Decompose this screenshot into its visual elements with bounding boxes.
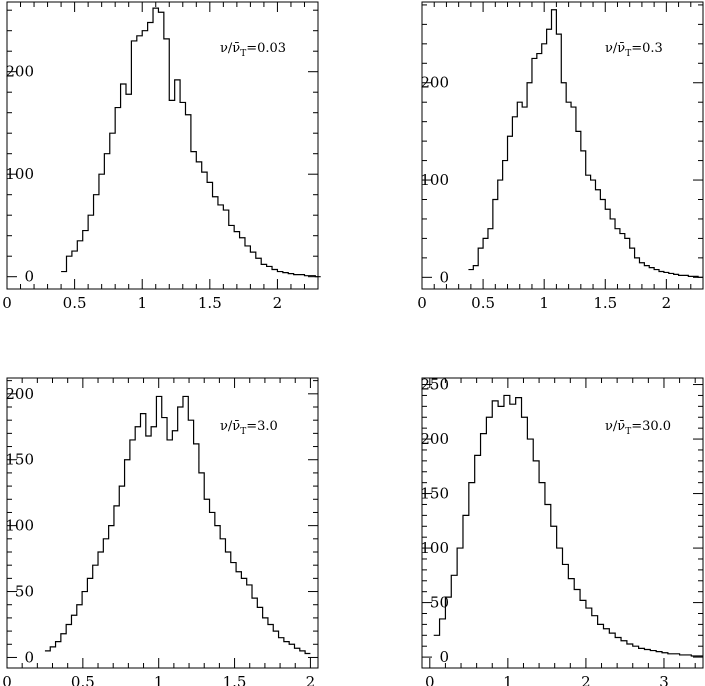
panel-4: 0 1 2 3 0 50 100 150 200 250 ν/ν̄T=30.0 xyxy=(420,376,704,686)
y-tick-label: 0 xyxy=(439,648,449,666)
y-tick-label: 50 xyxy=(15,583,34,601)
y-tick-label: 0 xyxy=(439,268,449,286)
x-tick-label: 1 xyxy=(539,294,549,312)
y-tick-label: 0 xyxy=(24,268,34,286)
x-tick-label: 0.5 xyxy=(471,294,495,312)
plot-frame xyxy=(6,1,319,290)
y-tick-label: 100 xyxy=(420,171,449,189)
x-tick-label: 1 xyxy=(154,673,164,686)
histogram-series xyxy=(468,9,703,278)
panel-annotation: ν/ν̄T=3.0 xyxy=(220,419,278,437)
y-tick-label: 0 xyxy=(24,648,34,666)
x-tick-label: 3 xyxy=(659,673,669,686)
x-tick-label: 0 xyxy=(2,294,12,312)
x-tick-label: 0 xyxy=(425,673,435,686)
panel-3: 0 0.5 1 1.5 2 0 50 100 150 200 ν/ν̄T=3.0 xyxy=(2,377,319,686)
panel-2: 0 0.5 1 1.5 2 0 100 200 ν/ν̄T=0.3 xyxy=(417,1,704,312)
x-tick-label: 1 xyxy=(137,294,147,312)
y-tick-label: 200 xyxy=(5,63,34,81)
x-tick-label: 1.5 xyxy=(198,294,222,312)
x-tick-label: 1 xyxy=(503,673,513,686)
panel-annotation: ν/ν̄T=30.0 xyxy=(605,419,671,437)
plot-frame xyxy=(421,1,704,290)
panel-annotation: ν/ν̄T=0.3 xyxy=(605,41,663,59)
y-tick-label: 150 xyxy=(5,451,34,469)
y-tick-label: 200 xyxy=(420,430,449,448)
histogram-series xyxy=(44,395,311,655)
y-tick-label: 200 xyxy=(5,385,34,403)
x-tick-label: 2 xyxy=(306,673,316,686)
y-tick-label: 100 xyxy=(5,165,34,183)
y-tick-label: 100 xyxy=(420,539,449,557)
y-tick-label: 200 xyxy=(420,74,449,92)
plot-frame xyxy=(421,377,704,669)
panel-annotation: ν/ν̄T=0.03 xyxy=(220,41,286,59)
y-tick-label: 250 xyxy=(420,376,449,394)
x-tick-label: 0 xyxy=(2,673,12,686)
x-tick-label: 0.5 xyxy=(71,673,95,686)
panel-1: 0 0.5 1 1.5 2 0 100 200 ν/ν̄T=0.03 xyxy=(2,1,321,312)
x-tick-label: 2 xyxy=(662,294,672,312)
y-tick-label: 150 xyxy=(420,485,449,503)
y-tick-label: 100 xyxy=(5,517,34,535)
x-tick-label: 0.5 xyxy=(63,294,87,312)
x-tick-label: 2 xyxy=(581,673,591,686)
y-tick-label: 50 xyxy=(430,594,449,612)
histogram-series xyxy=(433,394,703,657)
x-tick-label: 2 xyxy=(273,294,283,312)
x-tick-label: 1.5 xyxy=(223,673,247,686)
x-tick-label: 0 xyxy=(417,294,427,312)
plot-frame xyxy=(6,377,319,669)
x-tick-label: 1.5 xyxy=(593,294,617,312)
histogram-series xyxy=(61,7,321,278)
